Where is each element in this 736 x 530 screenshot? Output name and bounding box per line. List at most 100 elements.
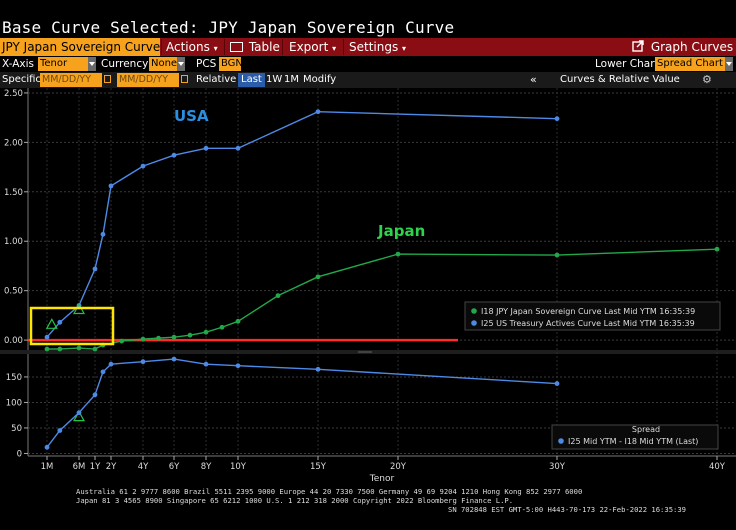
spread-curve-line bbox=[46, 358, 558, 448]
relative-last-button[interactable]: Last bbox=[238, 73, 265, 87]
export-menu[interactable]: Export ▾ bbox=[289, 38, 336, 56]
lower-chart-dropdown-icon[interactable] bbox=[725, 57, 733, 71]
legend-japan-swatch bbox=[471, 308, 477, 314]
table-button[interactable]: Table bbox=[230, 38, 280, 56]
calendar-icon[interactable] bbox=[104, 75, 111, 83]
relative-1m-button[interactable]: 1M bbox=[284, 74, 299, 85]
legend-spread-label: I25 Mid YTM - I18 Mid YTM (Last) bbox=[568, 437, 698, 446]
pcs-field[interactable]: BGN bbox=[219, 57, 241, 71]
relative-1w-button[interactable]: 1W bbox=[266, 74, 283, 85]
curves-chart[interactable]: 0.00 0.50 1.00 1.50 2.00 2.50 0 50 100 150 1M 6M 1… bbox=[0, 88, 736, 530]
spread-curve-point bbox=[100, 369, 106, 375]
x-tick-label: 15Y bbox=[310, 462, 327, 472]
japan-curve-point bbox=[92, 346, 98, 352]
x-tick-label: 2Y bbox=[106, 462, 117, 472]
japan-curve-point bbox=[315, 274, 321, 280]
spread-curve-point bbox=[44, 444, 50, 450]
lower-chart-select[interactable]: Spread Chart bbox=[655, 57, 725, 71]
japan-curve-point bbox=[203, 329, 209, 335]
xaxis-select[interactable]: Tenor bbox=[38, 57, 88, 71]
spread-curve-point bbox=[57, 428, 63, 433]
upper-y-tick-label: 1.00 bbox=[4, 237, 23, 247]
currency-select[interactable]: None bbox=[149, 57, 177, 71]
title-bar: Base Curve Selected: JPY Japan Sovereign… bbox=[0, 0, 736, 38]
footer-contacts-line1: Australia 61 2 9777 8600 Brazil 5511 239… bbox=[76, 487, 583, 496]
usa-curve-point bbox=[44, 334, 50, 340]
graph-curves-button[interactable]: Graph Curves bbox=[632, 38, 733, 56]
lower-y-tick-label: 0 bbox=[17, 449, 22, 459]
curve-select-dropdown[interactable]: JPY Japan Sovereign Curve bbox=[0, 38, 160, 56]
usa-curve-point bbox=[100, 231, 106, 237]
toolbar-divider bbox=[282, 39, 283, 55]
spread-curve-point bbox=[92, 392, 98, 398]
lower-y-tick-label: 150 bbox=[6, 373, 22, 383]
japan-curve-point bbox=[235, 318, 241, 324]
usa-curve-point bbox=[235, 145, 241, 151]
japan-curve-point bbox=[171, 334, 177, 340]
japan-curve-point bbox=[219, 324, 225, 330]
panel-title: Curves & Relative Value bbox=[560, 74, 680, 85]
relative-label: Relative bbox=[196, 74, 237, 85]
usa-curve-point bbox=[554, 116, 560, 122]
upper-y-tick-label: 2.00 bbox=[4, 138, 23, 148]
start-date-input[interactable]: MM/DD/YY bbox=[40, 73, 102, 87]
collapse-panel-icon[interactable]: « bbox=[530, 73, 537, 86]
japan-curve-point bbox=[395, 251, 401, 257]
usa-curve-point bbox=[203, 145, 209, 151]
calendar-icon[interactable] bbox=[181, 75, 188, 83]
specific-label: Specific bbox=[2, 74, 41, 85]
main-toolbar: JPY Japan Sovereign Curve Actions ▾ Tabl… bbox=[0, 38, 736, 56]
gear-icon[interactable]: ⚙ bbox=[702, 73, 712, 86]
settings-caret-icon: ▾ bbox=[402, 44, 407, 53]
x-tick-label: 4Y bbox=[138, 462, 149, 472]
xaxis-dropdown-icon[interactable] bbox=[88, 57, 96, 71]
settings-menu[interactable]: Settings ▾ bbox=[349, 38, 406, 56]
modify-button[interactable]: Modify bbox=[303, 74, 337, 85]
x-tick-label: 10Y bbox=[230, 462, 247, 472]
spread-curve-point bbox=[108, 361, 114, 367]
japan-curve-point bbox=[275, 293, 281, 299]
upper-y-tick-label: 2.50 bbox=[4, 89, 23, 99]
spread-curve-point bbox=[235, 363, 241, 369]
end-date-input[interactable]: MM/DD/YY bbox=[117, 73, 179, 87]
window-title: Base Curve Selected: JPY Japan Sovereign… bbox=[2, 18, 455, 37]
pcs-label: PCS bbox=[196, 58, 217, 70]
usa-curve-point bbox=[108, 183, 114, 189]
currency-label: Currency bbox=[101, 58, 149, 70]
lower-y-tick-label: 50 bbox=[11, 424, 22, 434]
export-label: Export bbox=[289, 40, 329, 54]
upper-legend bbox=[464, 301, 721, 331]
lower-chart-label: Lower Chart bbox=[595, 58, 659, 70]
japan-annotation: Japan bbox=[377, 222, 425, 240]
spread-curve-point bbox=[76, 410, 82, 416]
japan-curve-point bbox=[140, 336, 146, 342]
lower-legend bbox=[551, 424, 719, 450]
usa-curve-point bbox=[57, 319, 63, 325]
legend-japan-label: I18 JPY Japan Sovereign Curve Last Mid Y… bbox=[481, 307, 695, 316]
x-tick-label: 20Y bbox=[390, 462, 407, 472]
usa-curve-point bbox=[92, 266, 98, 272]
currency-dropdown-icon[interactable] bbox=[177, 57, 185, 71]
upper-y-tick-label: 0.00 bbox=[4, 336, 23, 346]
usa-curve-point bbox=[315, 109, 321, 115]
x-tick-label: 6Y bbox=[169, 462, 180, 472]
spread-curve-point bbox=[315, 366, 321, 372]
x-tick-label: 1Y bbox=[90, 462, 101, 472]
spread-legend-title: Spread bbox=[632, 425, 660, 434]
toolbar-divider bbox=[343, 39, 344, 55]
export-caret-icon: ▾ bbox=[332, 44, 337, 53]
xaxis-label: X-Axis bbox=[2, 58, 35, 70]
usa-annotation: USA bbox=[174, 107, 209, 125]
lower-y-tick-label: 100 bbox=[6, 398, 22, 408]
usa-curve-point bbox=[140, 163, 146, 169]
actions-menu[interactable]: Actions ▾ bbox=[166, 38, 218, 56]
footer-session-line: SN 702848 EST GMT-5:00 H443-70-173 22-Fe… bbox=[448, 505, 686, 514]
marker-triangle-icon bbox=[72, 410, 86, 422]
upper-y-tick-label: 0.50 bbox=[4, 287, 23, 297]
x-axis-title: Tenor bbox=[369, 474, 395, 484]
actions-caret-icon: ▾ bbox=[213, 44, 218, 53]
table-icon bbox=[230, 42, 243, 52]
japan-curve-point bbox=[76, 345, 82, 351]
japan-curve-point bbox=[187, 332, 193, 338]
legend-spread-swatch bbox=[558, 438, 564, 444]
